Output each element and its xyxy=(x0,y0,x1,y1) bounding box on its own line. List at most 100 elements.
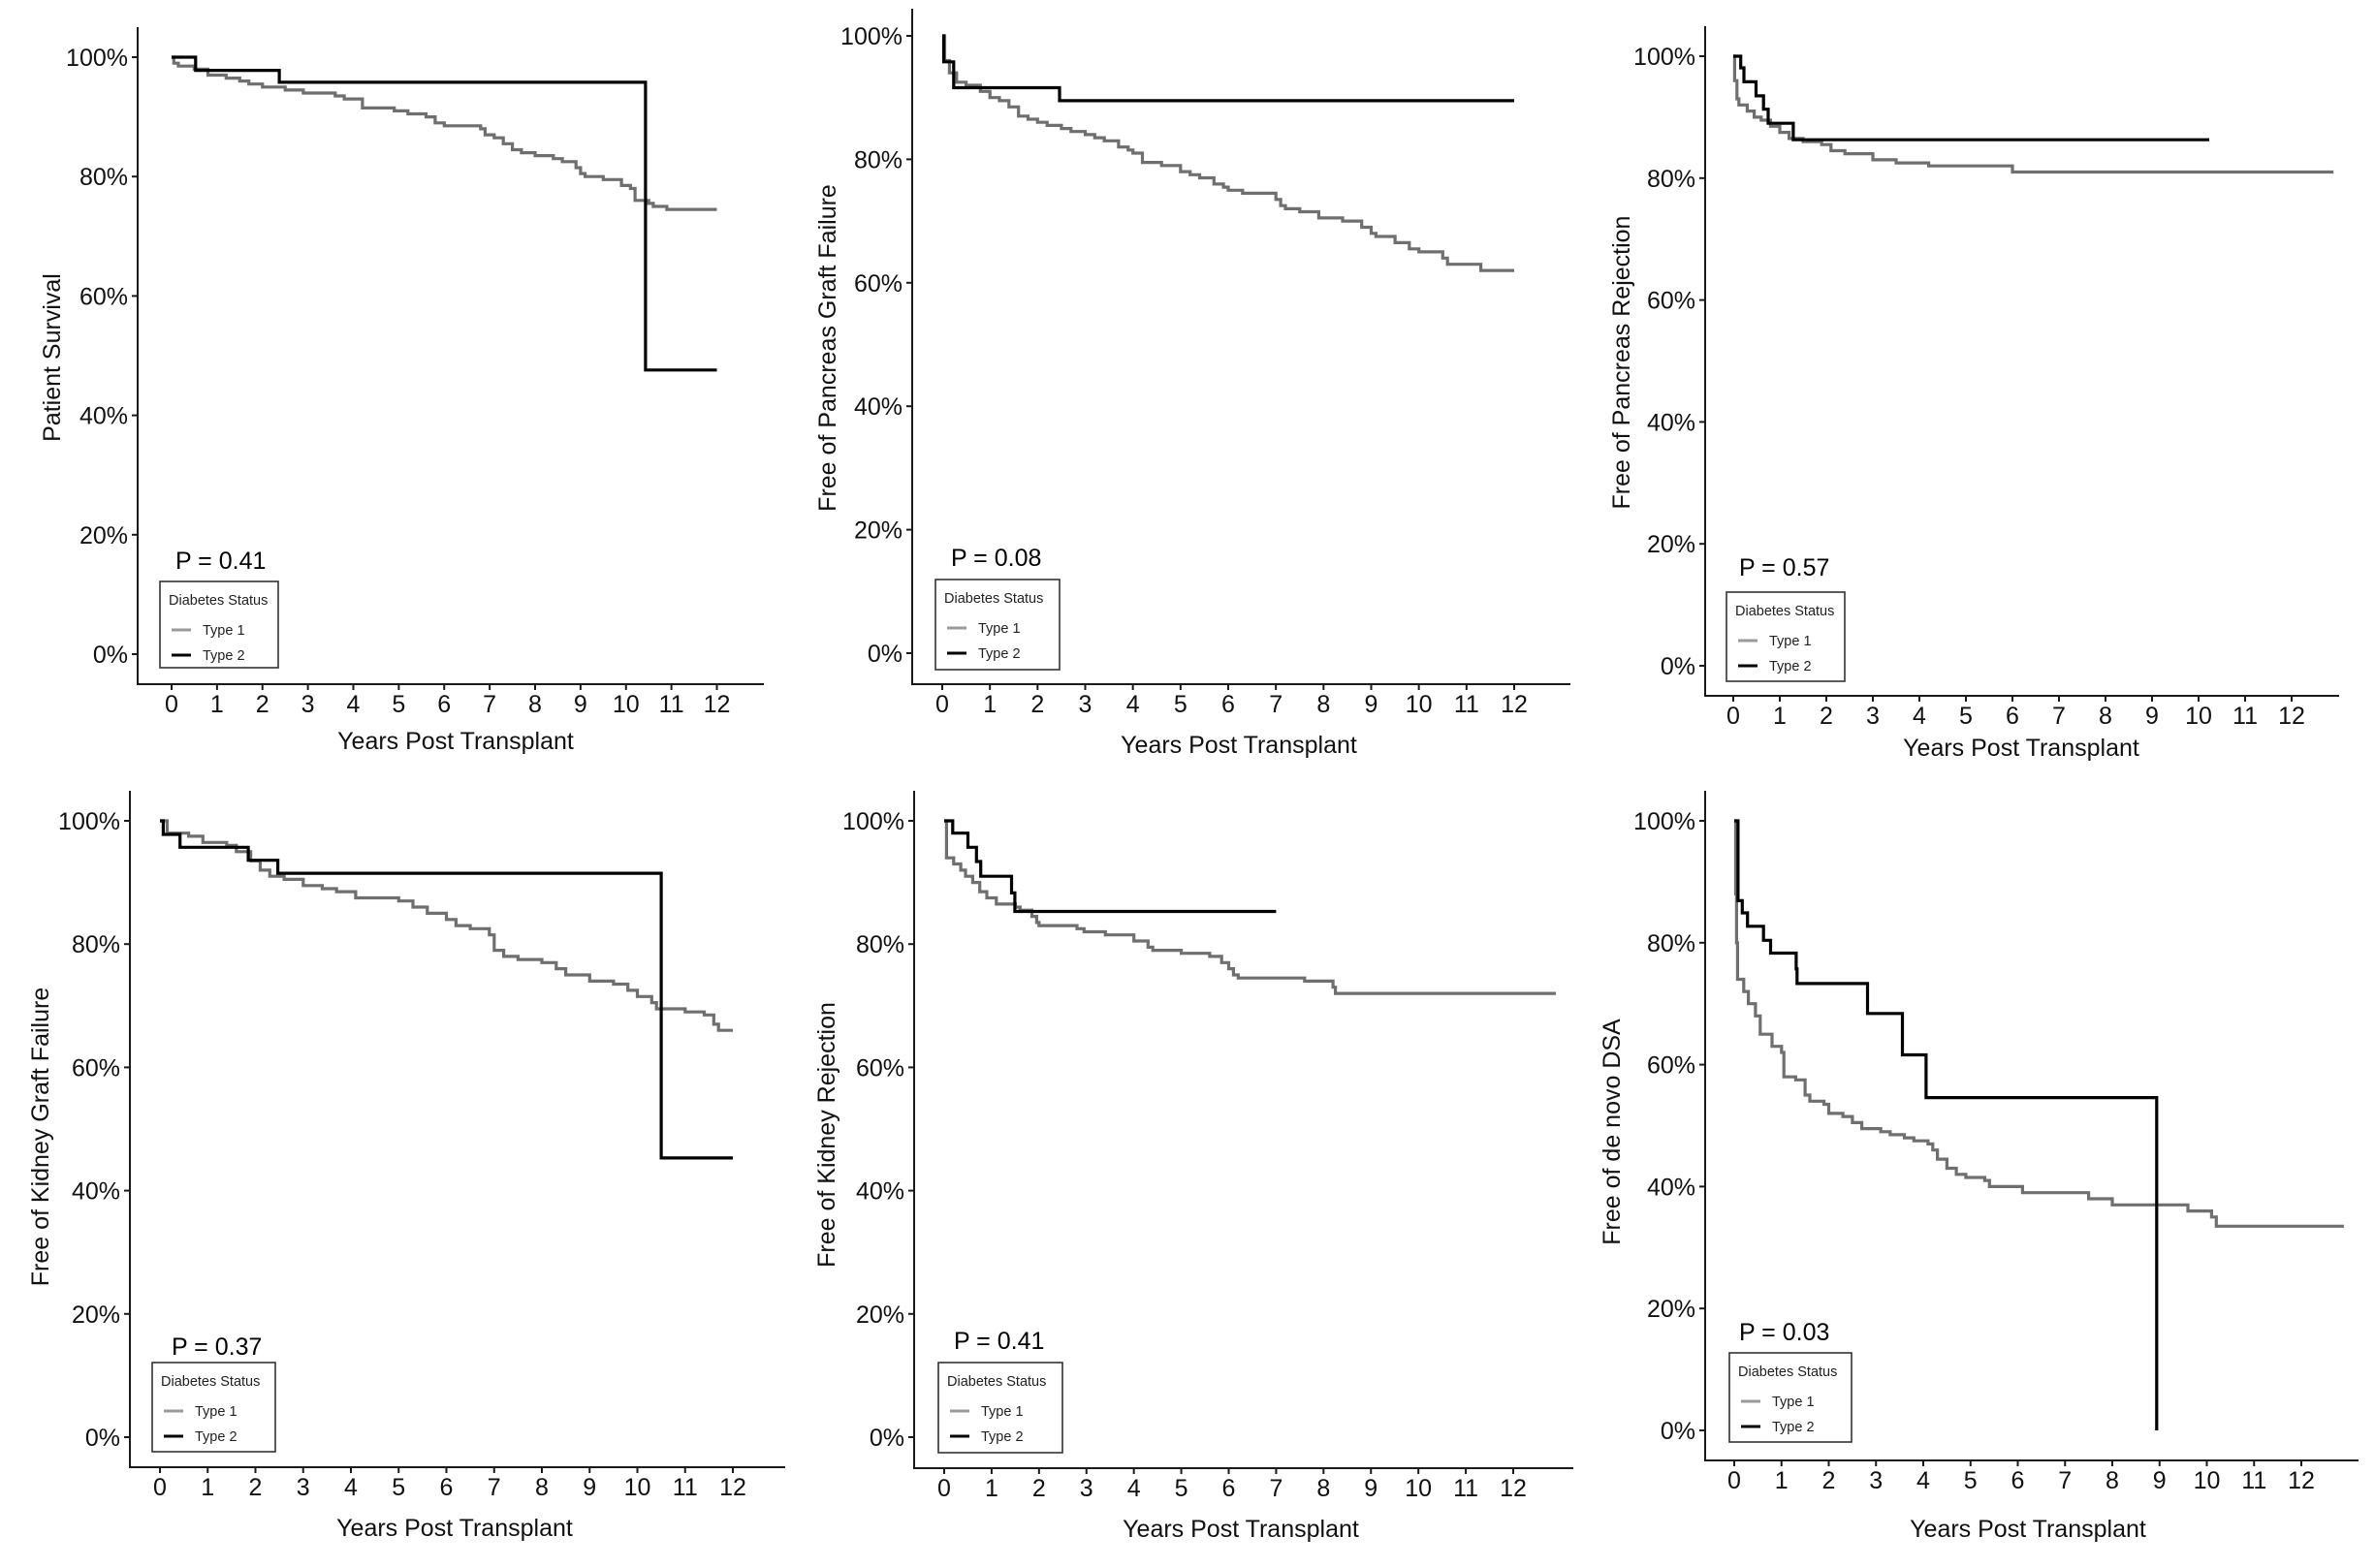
x-tick-label: 5 xyxy=(1959,703,1973,730)
x-tick-label: 10 xyxy=(624,1474,651,1501)
y-tick-label: 40% xyxy=(79,403,128,430)
x-tick-label: 6 xyxy=(1221,691,1235,718)
legend-label: Type 2 xyxy=(1769,659,1812,674)
p-value-annotation: P = 0.41 xyxy=(954,1328,1044,1355)
series-line-type-2 xyxy=(160,819,733,1160)
legend-title: Diabetes Status xyxy=(169,593,268,609)
y-tick-label: 100% xyxy=(840,23,902,50)
x-tick-label: 4 xyxy=(344,1474,358,1501)
legend-label: Type 1 xyxy=(978,621,1021,637)
y-tick-label: 20% xyxy=(79,522,128,549)
x-tick-label: 2 xyxy=(1820,703,1833,730)
x-tick-label: 3 xyxy=(1866,703,1880,730)
legend-title: Diabetes Status xyxy=(1735,604,1834,619)
legend-box xyxy=(159,580,279,669)
x-tick-label: 3 xyxy=(1080,1475,1093,1502)
series-line-type-2 xyxy=(944,819,1277,914)
legend-label: Type 2 xyxy=(981,1429,1024,1445)
x-tick-label: 11 xyxy=(2232,703,2258,730)
x-tick-label: 8 xyxy=(2099,703,2112,730)
series-line-type-1 xyxy=(160,819,733,1032)
x-axis-title: Years Post Transplant xyxy=(337,728,574,755)
y-tick-label: 80% xyxy=(1647,930,1695,957)
series-line-type-2 xyxy=(1733,54,2209,141)
y-tick-label: 60% xyxy=(854,270,902,298)
legend: Diabetes Status Type 1 Type 2 xyxy=(159,580,279,669)
legend-label: Type 1 xyxy=(1772,1395,1815,1410)
y-tick-label: 60% xyxy=(856,1054,904,1082)
legend: Diabetes Status Type 1 Type 2 xyxy=(934,579,1061,671)
x-tick-label: 0 xyxy=(165,691,178,718)
x-tick-label: 4 xyxy=(347,691,361,718)
y-tick-label: 0% xyxy=(870,1425,904,1452)
x-tick-label: 9 xyxy=(1364,1475,1378,1502)
legend-title: Diabetes Status xyxy=(947,1374,1046,1390)
x-tick-label: 1 xyxy=(985,1475,998,1502)
x-tick-label: 4 xyxy=(1916,1467,1930,1494)
x-tick-label: 9 xyxy=(2145,703,2159,730)
y-axis-title: Free of de novo DSA xyxy=(1599,1019,1626,1245)
x-tick-label: 0 xyxy=(1727,1467,1741,1494)
y-tick-label: 80% xyxy=(856,931,904,958)
x-tick-label: 7 xyxy=(488,1474,501,1501)
x-tick-label: 3 xyxy=(1079,691,1092,718)
km-panel: 0%20%40%60%80%100%0 1 2 3 4 5 6 7 8 9 10 11 12Years … xyxy=(1608,26,2339,762)
x-tick-label: 10 xyxy=(1405,1475,1432,1502)
p-value-annotation: P = 0.08 xyxy=(951,545,1041,572)
legend-label: Type 2 xyxy=(195,1429,238,1445)
x-tick-label: 7 xyxy=(1269,691,1282,718)
legend: Diabetes Status Type 1 Type 2 xyxy=(1726,591,1846,682)
series-line-type-1 xyxy=(942,34,1514,272)
series-line-type-2 xyxy=(1734,819,2159,1430)
x-tick-label: 3 xyxy=(1869,1467,1883,1494)
x-tick-label: 0 xyxy=(153,1474,167,1501)
x-tick-label: 2 xyxy=(249,1474,263,1501)
x-tick-label: 5 xyxy=(1175,1475,1188,1502)
x-axis-title: Years Post Transplant xyxy=(1123,1516,1359,1543)
x-tick-label: 7 xyxy=(2052,703,2066,730)
y-tick-label: 20% xyxy=(856,1301,904,1329)
y-tick-label: 100% xyxy=(842,808,904,835)
x-tick-label: 12 xyxy=(704,691,731,718)
y-tick-label: 40% xyxy=(1647,409,1695,436)
x-tick-label: 5 xyxy=(392,1474,405,1501)
y-tick-label: 60% xyxy=(1647,288,1695,315)
y-axis-title: Free of Kidney Rejection xyxy=(813,1002,840,1268)
legend-title: Diabetes Status xyxy=(944,591,1043,607)
x-axis-title: Years Post Transplant xyxy=(1910,1516,2146,1543)
x-tick-label: 8 xyxy=(1316,1475,1330,1502)
p-value-annotation: P = 0.03 xyxy=(1739,1319,1829,1346)
x-tick-label: 6 xyxy=(2006,703,2019,730)
series-line-type-1 xyxy=(172,55,717,211)
x-tick-label: 12 xyxy=(719,1474,746,1501)
y-tick-label: 0% xyxy=(1661,1418,1695,1445)
y-tick-label: 20% xyxy=(854,517,902,545)
x-tick-label: 1 xyxy=(210,691,224,718)
x-tick-label: 3 xyxy=(297,1474,310,1501)
km-panel: 0%20%40%60%80%100%0 1 2 3 4 5 6 7 8 9 10 11 12Years … xyxy=(814,9,1570,759)
x-tick-label: 3 xyxy=(301,691,315,718)
x-tick-label: 6 xyxy=(2011,1467,2025,1494)
legend: Diabetes Status Type 1 Type 2 xyxy=(937,1362,1063,1454)
x-tick-label: 8 xyxy=(2106,1467,2119,1494)
x-tick-label: 12 xyxy=(2288,1467,2315,1494)
y-tick-label: 80% xyxy=(854,146,902,173)
y-tick-label: 80% xyxy=(72,931,120,958)
y-axis-title: Free of Pancreas Graft Failure xyxy=(814,184,841,512)
legend-label: Type 2 xyxy=(978,646,1021,662)
x-tick-label: 6 xyxy=(1222,1475,1236,1502)
x-tick-label: 4 xyxy=(1126,691,1140,718)
x-tick-label: 10 xyxy=(2185,703,2212,730)
y-tick-label: 100% xyxy=(1633,808,1695,835)
legend-label: Type 1 xyxy=(981,1404,1024,1420)
km-panel: 0%20%40%60%80%100%0 1 2 3 4 5 6 7 8 9 10 11 12Years … xyxy=(27,791,785,1542)
x-tick-label: 9 xyxy=(583,1474,596,1501)
y-tick-label: 100% xyxy=(66,45,128,72)
y-tick-label: 0% xyxy=(93,642,128,669)
x-tick-label: 9 xyxy=(574,691,587,718)
km-panel: 0%20%40%60%80%100%0 1 2 3 4 5 6 7 8 9 10 11 12Years … xyxy=(813,791,1573,1543)
y-tick-label: 60% xyxy=(1647,1052,1695,1080)
legend-label: Type 1 xyxy=(195,1404,238,1420)
x-tick-label: 12 xyxy=(2278,703,2305,730)
